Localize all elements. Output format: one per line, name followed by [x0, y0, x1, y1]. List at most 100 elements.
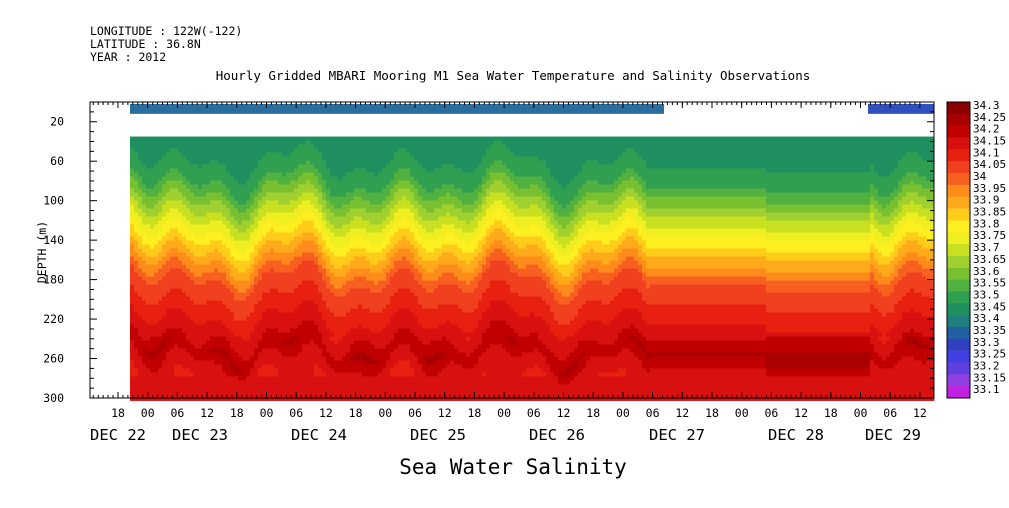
salinity-cell: [242, 180, 247, 185]
salinity-cell: [282, 356, 287, 361]
salinity-cell: [426, 296, 431, 301]
salinity-cell: [150, 364, 155, 369]
salinity-cell: [238, 328, 243, 333]
salinity-cell: [370, 300, 375, 305]
salinity-cell: [282, 324, 287, 329]
salinity-cell: [350, 344, 355, 349]
salinity-cell: [254, 304, 259, 309]
salinity-cell: [382, 208, 387, 213]
salinity-cell: [242, 264, 247, 269]
salinity-cell: [366, 188, 371, 193]
salinity-cell: [214, 196, 219, 201]
salinity-cell: [242, 356, 247, 361]
salinity-cell: [378, 340, 383, 345]
salinity-cell: [218, 336, 223, 341]
salinity-cell: [290, 244, 295, 249]
salinity-cell: [322, 224, 327, 229]
salinity-cell: [178, 156, 183, 161]
salinity-cell: [174, 304, 179, 309]
salinity-cell: [226, 304, 231, 309]
salinity-cell: [374, 224, 379, 229]
salinity-cell: [186, 252, 191, 257]
salinity-cell: [358, 156, 363, 161]
salinity-cell: [362, 272, 367, 277]
salinity-cell: [410, 340, 415, 345]
salinity-cell: [166, 140, 171, 145]
salinity-cell: [130, 220, 135, 225]
salinity-cell: [198, 396, 203, 401]
salinity-cell: [150, 316, 155, 321]
salinity-cell: [398, 276, 403, 281]
salinity-cell: [186, 392, 191, 397]
salinity-cell: [134, 296, 139, 301]
salinity-cell: [290, 316, 295, 321]
salinity-cell: [426, 192, 431, 197]
salinity-cell: [310, 168, 315, 173]
salinity-cell: [326, 244, 331, 249]
salinity-cell: [270, 288, 275, 293]
salinity-cell: [142, 304, 147, 309]
salinity-cell: [178, 268, 183, 273]
salinity-cell: [174, 212, 179, 217]
salinity-cell: [334, 164, 339, 169]
salinity-cell: [238, 364, 243, 369]
salinity-cell: [422, 324, 427, 329]
salinity-cell: [402, 200, 407, 205]
salinity-cell: [190, 160, 195, 165]
salinity-cell: [294, 256, 299, 261]
salinity-cell: [414, 256, 419, 261]
salinity-cell: [158, 208, 163, 213]
salinity-cell: [186, 388, 191, 393]
salinity-cell: [230, 296, 235, 301]
salinity-cell: [294, 376, 299, 381]
salinity-cell: [182, 392, 187, 397]
salinity-cell: [274, 172, 279, 177]
salinity-cell: [266, 200, 271, 205]
salinity-cell: [174, 252, 179, 257]
salinity-cell: [154, 228, 159, 233]
salinity-cell: [138, 368, 143, 373]
salinity-cell: [290, 148, 295, 153]
salinity-cell: [186, 240, 191, 245]
salinity-cell: [366, 272, 371, 277]
salinity-cell: [310, 188, 315, 193]
salinity-cell: [166, 220, 171, 225]
salinity-cell: [206, 396, 211, 401]
salinity-cell: [362, 192, 367, 197]
salinity-cell: [294, 320, 299, 325]
salinity-cell: [274, 272, 279, 277]
salinity-cell: [202, 368, 207, 373]
salinity-cell: [138, 200, 143, 205]
salinity-cell: [362, 344, 367, 349]
salinity-cell: [142, 160, 147, 165]
salinity-cell: [394, 380, 399, 385]
salinity-cell: [266, 320, 271, 325]
salinity-cell: [178, 280, 183, 285]
salinity-cell: [206, 224, 211, 229]
salinity-cell: [170, 276, 175, 281]
salinity-cell: [186, 224, 191, 229]
salinity-cell: [170, 244, 175, 249]
salinity-cell: [330, 280, 335, 285]
salinity-cell: [238, 200, 243, 205]
salinity-cell: [358, 292, 363, 297]
salinity-cell: [386, 152, 391, 157]
salinity-cell: [266, 280, 271, 285]
salinity-cell: [426, 324, 431, 329]
salinity-cell: [350, 196, 355, 201]
salinity-cell: [326, 340, 331, 345]
salinity-cell: [362, 304, 367, 309]
salinity-cell: [202, 272, 207, 277]
salinity-cell: [310, 340, 315, 345]
salinity-cell: [370, 236, 375, 241]
salinity-cell: [366, 176, 371, 181]
salinity-cell: [282, 156, 287, 161]
salinity-cell: [378, 260, 383, 265]
salinity-cell: [146, 320, 151, 325]
salinity-cell: [158, 368, 163, 373]
salinity-cell: [226, 324, 231, 329]
salinity-cell: [186, 336, 191, 341]
salinity-cell: [342, 244, 347, 249]
salinity-cell: [174, 268, 179, 273]
salinity-cell: [418, 152, 423, 157]
